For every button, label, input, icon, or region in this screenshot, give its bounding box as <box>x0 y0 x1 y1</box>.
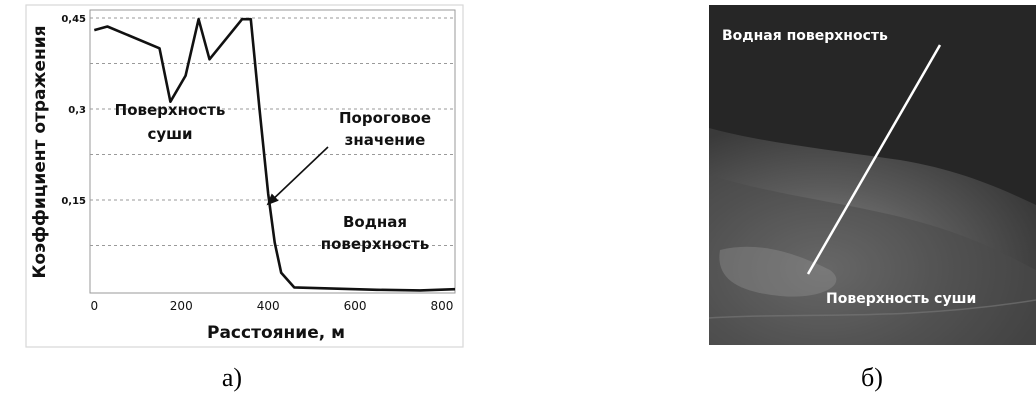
y-tick-label: 0,45 <box>61 14 86 25</box>
annotation-water-line1: Водная <box>343 213 407 231</box>
annotation-land-line2: суши <box>147 125 192 143</box>
annotation-threshold-line2: значение <box>345 131 426 149</box>
x-tick-label: 800 <box>431 299 454 313</box>
y-axis-title: Коэффициент отражения <box>30 25 50 278</box>
annotation-threshold-line1: Пороговое <box>339 109 431 127</box>
caption-left: а) <box>222 363 242 392</box>
photo-land-texture <box>709 175 1036 345</box>
y-tick-label: 0,3 <box>68 105 86 116</box>
y-tick-label: 0,15 <box>61 196 86 207</box>
x-tick-label: 600 <box>344 299 367 313</box>
annotation-land-line1: Поверхность <box>115 101 226 119</box>
threshold-arrow <box>266 146 329 206</box>
series-line <box>93 17 456 292</box>
x-tick-labels: 0 200 400 600 800 <box>91 299 454 313</box>
caption-right: б) <box>861 363 883 392</box>
x-tick-label: 0 <box>91 299 99 313</box>
photo-transect-line <box>806 44 942 275</box>
x-tick-label: 200 <box>170 299 193 313</box>
x-axis-title: Расстояние, м <box>207 323 345 343</box>
satellite-image-panel: Водная поверхность Поверхность суши <box>708 5 1036 345</box>
y-tick-labels: 0,15 0,3 0,45 <box>61 14 86 207</box>
photo-land-highlight <box>719 246 837 297</box>
annotation-water-line2: поверхность <box>321 235 430 253</box>
photo-label-land: Поверхность суши <box>826 291 976 307</box>
photo-label-water: Водная поверхность <box>722 28 888 44</box>
chart-panel: 0,15 0,3 0,45 0 200 400 600 800 Коэффициент от… <box>25 4 464 348</box>
photo-road-line <box>708 299 1036 319</box>
x-tick-label: 400 <box>257 299 280 313</box>
